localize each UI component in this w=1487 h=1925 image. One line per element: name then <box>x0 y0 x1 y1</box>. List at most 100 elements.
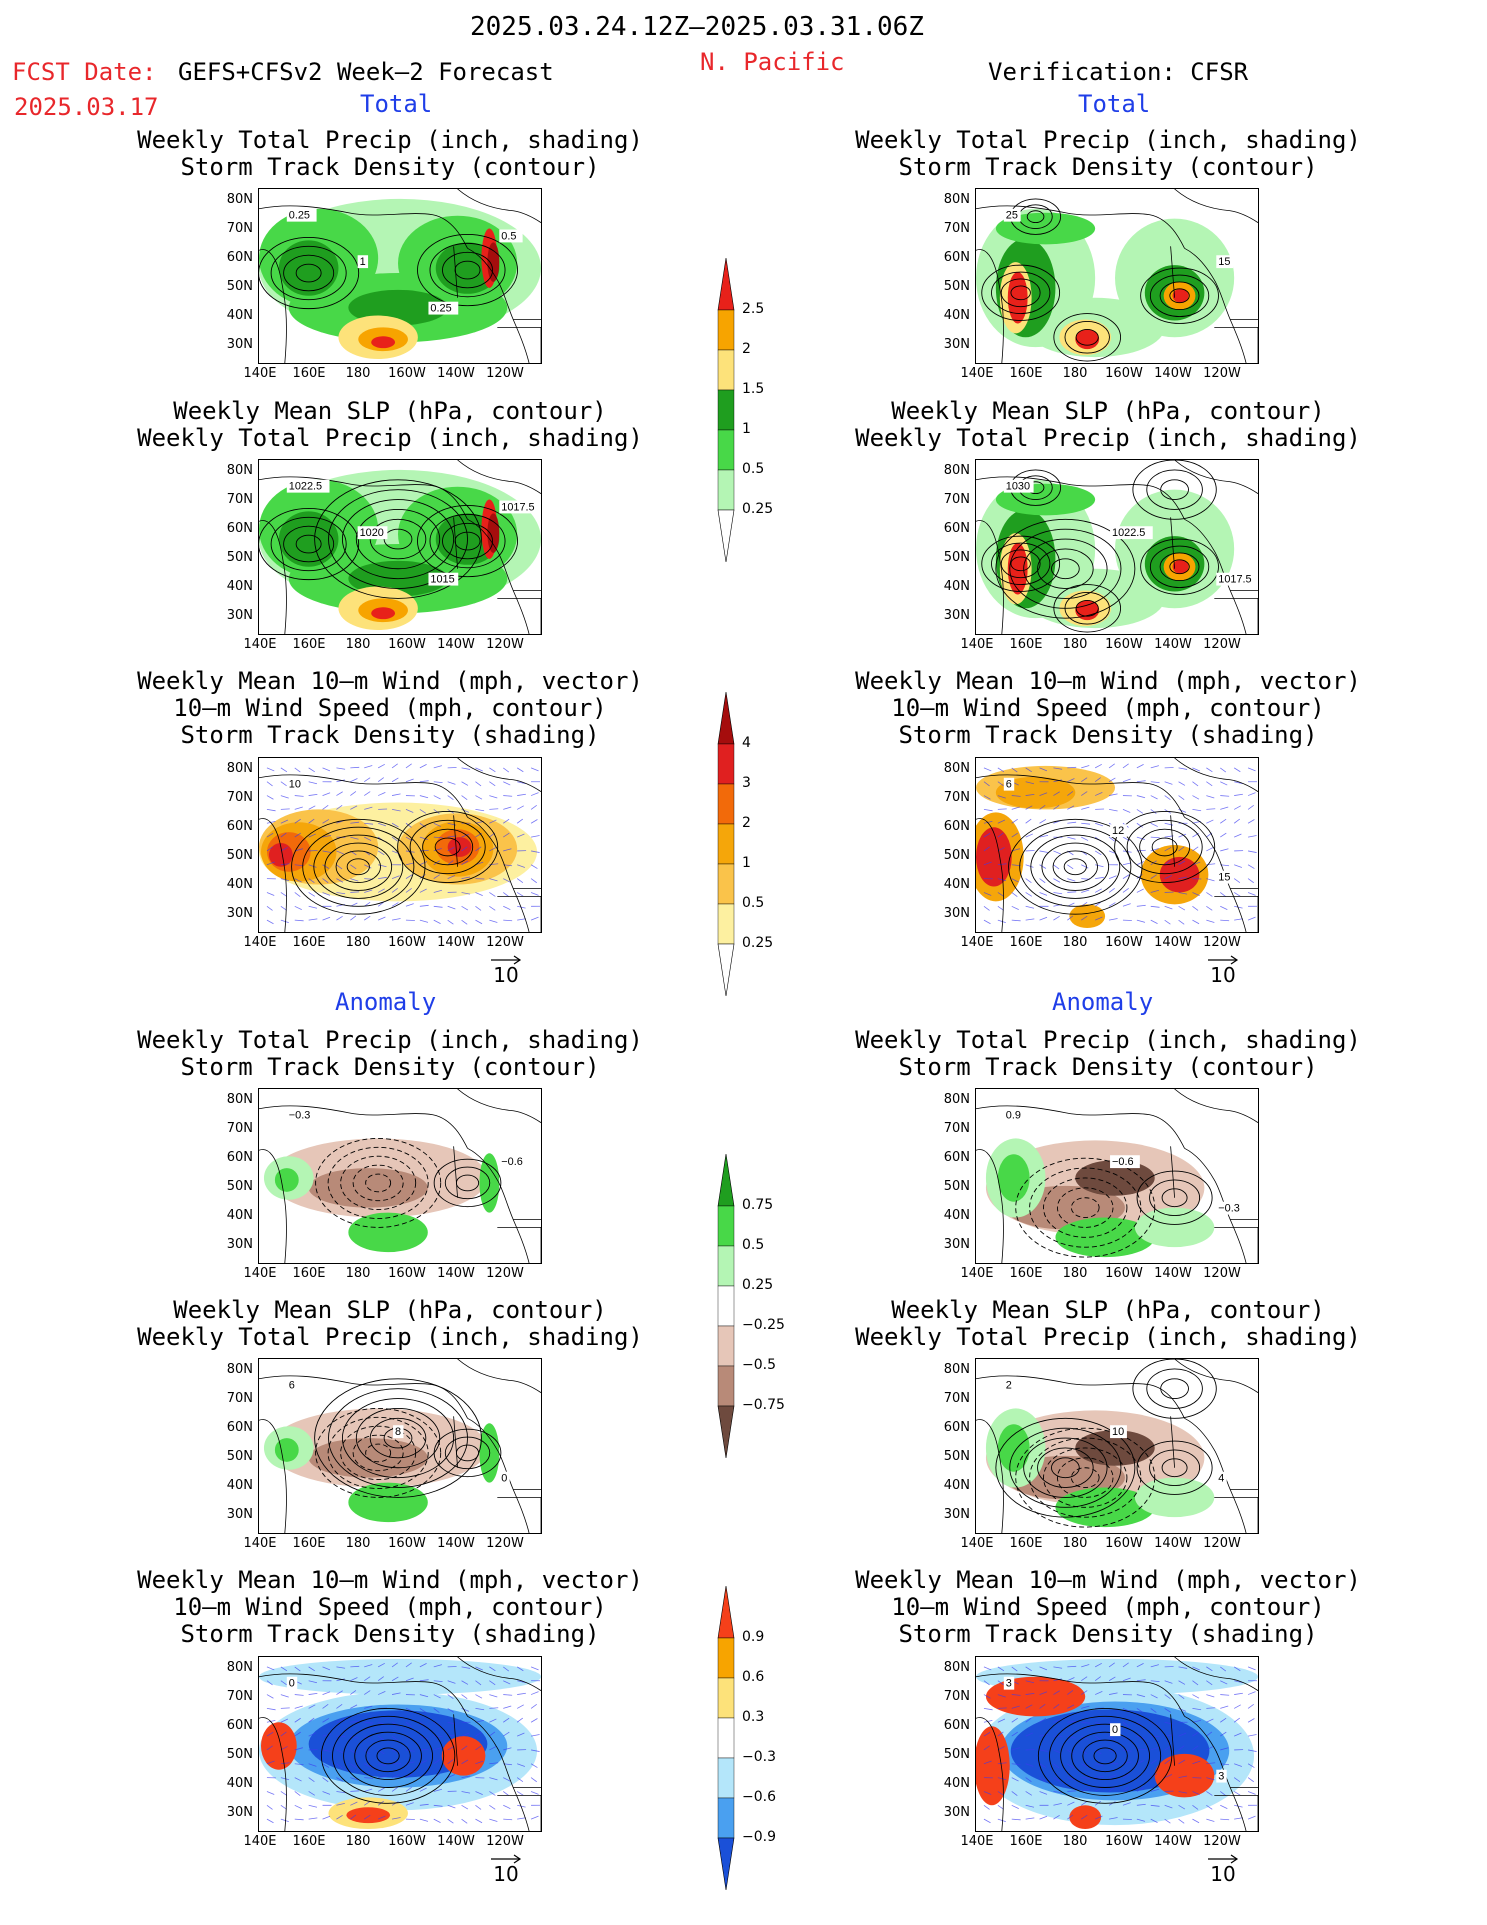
lat-label: 50N <box>226 1449 253 1464</box>
lon-label: 120W <box>1203 637 1241 652</box>
map-panel-r6: 3 0 3 <box>975 1656 1259 1832</box>
lat-label: 50N <box>226 1179 253 1194</box>
lon-label: 120W <box>1203 366 1241 381</box>
lat-label: 50N <box>943 1179 970 1194</box>
forecast-period: 2025.03.24.12Z–2025.03.31.06Z <box>470 12 924 42</box>
lon-label: 160E <box>1009 1266 1043 1281</box>
lat-label: 40N <box>226 579 253 594</box>
lat-label: 40N <box>943 308 970 323</box>
map-panel-l5: 6 8 0 <box>258 1358 542 1534</box>
colorbar-label: 0.25 <box>742 501 774 517</box>
map-svg-l2: 1022.5 1020 1015 1017.5 <box>259 460 541 634</box>
map-svg-r4: 0.9 −0.6 −0.3 <box>976 1089 1258 1263</box>
contour-label: −0.3 <box>1218 1203 1240 1215</box>
panel-title-r5-line2: Weekly Total Precip (inch, shading) <box>855 1323 1361 1351</box>
panel-title-l2-line2: Weekly Total Precip (inch, shading) <box>137 424 643 452</box>
panel-title-r4-line1: Weekly Total Precip (inch, shading) <box>855 1026 1361 1054</box>
lat-label: 50N <box>943 550 970 565</box>
panel-title-r4-line2: Storm Track Density (contour) <box>898 1053 1318 1081</box>
lat-label: 30N <box>943 906 970 921</box>
lon-label: 140E <box>960 1266 994 1281</box>
panel-title-r1-line1: Weekly Total Precip (inch, shading) <box>855 126 1361 154</box>
colorbar-label: 2.5 <box>742 301 765 317</box>
lon-label: 140W <box>1154 1266 1192 1281</box>
panel-title-l3-line1: Weekly Mean 10–m Wind (mph, vector) <box>137 667 643 695</box>
vector-reference-label: 10 <box>1210 963 1236 987</box>
lat-label: 60N <box>943 1420 970 1435</box>
lat-label: 80N <box>226 1092 253 1107</box>
contour-label: 1020 <box>360 527 384 539</box>
map-svg-r3: 6 12 15 <box>976 758 1258 932</box>
lon-label: 180 <box>345 1536 371 1551</box>
contour-label: 6 <box>1006 779 1012 791</box>
lat-label: 40N <box>226 1776 253 1791</box>
colorbar-label: 1 <box>742 421 751 437</box>
lon-label: 120W <box>486 1266 524 1281</box>
lat-label: 80N <box>943 192 970 207</box>
lon-label: 160E <box>292 637 326 652</box>
map-panel-r3: 6 12 15 <box>975 757 1259 933</box>
lon-label: 140E <box>960 1536 994 1551</box>
lon-label: 140E <box>243 935 277 950</box>
lat-label: 40N <box>943 579 970 594</box>
contour-label: 0.25 <box>430 303 451 315</box>
contour-label: 15 <box>1218 872 1230 884</box>
lat-label: 30N <box>226 1507 253 1522</box>
vector-reference-label: 10 <box>1210 1862 1236 1886</box>
lon-label: 160E <box>1009 637 1043 652</box>
lon-label: 160E <box>292 935 326 950</box>
lat-label: 80N <box>226 1362 253 1377</box>
lon-label: 160W <box>388 637 426 652</box>
lat-label: 80N <box>943 1362 970 1377</box>
lat-label: 30N <box>226 1237 253 1252</box>
map-panel-l4: −0.3 −0.6 <box>258 1088 542 1264</box>
lon-label: 120W <box>1203 1834 1241 1849</box>
contour-label: −0.6 <box>501 1156 523 1168</box>
lat-label: 70N <box>226 1391 253 1406</box>
contour-label: 2 <box>1006 1380 1012 1392</box>
lon-label: 140W <box>437 1266 475 1281</box>
colorbar-label: −0.75 <box>742 1397 785 1413</box>
panel-title-r6-line2: 10–m Wind Speed (mph, contour) <box>891 1593 1325 1621</box>
panel-title-l5-line2: Weekly Total Precip (inch, shading) <box>137 1323 643 1351</box>
colorbar-storm-anom <box>717 1586 735 1890</box>
colorbar-label: 1 <box>742 855 751 871</box>
region-label: N. Pacific <box>700 48 845 76</box>
lon-label: 140W <box>437 935 475 950</box>
lon-label: 120W <box>1203 1266 1241 1281</box>
vector-reference-arrow <box>491 955 522 965</box>
lon-label: 160E <box>292 1266 326 1281</box>
contour-label: 1030 <box>1006 481 1030 493</box>
lon-label: 160W <box>388 1536 426 1551</box>
vector-reference-arrow <box>1208 955 1239 965</box>
lon-label: 140W <box>437 1536 475 1551</box>
panel-title-r3-line3: Storm Track Density (shading) <box>898 721 1318 749</box>
lat-label: 40N <box>226 308 253 323</box>
contour-label: 12 <box>1112 825 1124 837</box>
panel-title-l5-line1: Weekly Mean SLP (hPa, contour) <box>173 1296 607 1324</box>
lat-label: 30N <box>943 1507 970 1522</box>
lat-label: 60N <box>226 819 253 834</box>
contour-label: 25 <box>1006 210 1018 222</box>
lon-label: 140E <box>960 1834 994 1849</box>
lat-label: 60N <box>943 250 970 265</box>
lat-label: 50N <box>226 848 253 863</box>
lon-label: 140E <box>960 366 994 381</box>
lon-label: 140E <box>243 1536 277 1551</box>
lon-label: 160W <box>388 935 426 950</box>
map-panel-l2: 1022.5 1020 1015 1017.5 <box>258 459 542 635</box>
lon-label: 120W <box>486 1536 524 1551</box>
contour-label: 0 <box>289 1678 295 1690</box>
contour-label: 1017.5 <box>501 501 534 513</box>
section-total-left: Total <box>360 90 433 118</box>
map-panel-l3: 10 <box>258 757 542 933</box>
lat-label: 40N <box>943 1208 970 1223</box>
lat-label: 60N <box>226 1150 253 1165</box>
lon-label: 140W <box>1154 1536 1192 1551</box>
lat-label: 70N <box>943 1391 970 1406</box>
lon-label: 180 <box>1062 1536 1088 1551</box>
lon-label: 140W <box>1154 935 1192 950</box>
lon-label: 160W <box>1105 366 1143 381</box>
lat-label: 60N <box>943 1718 970 1733</box>
lat-label: 30N <box>226 906 253 921</box>
